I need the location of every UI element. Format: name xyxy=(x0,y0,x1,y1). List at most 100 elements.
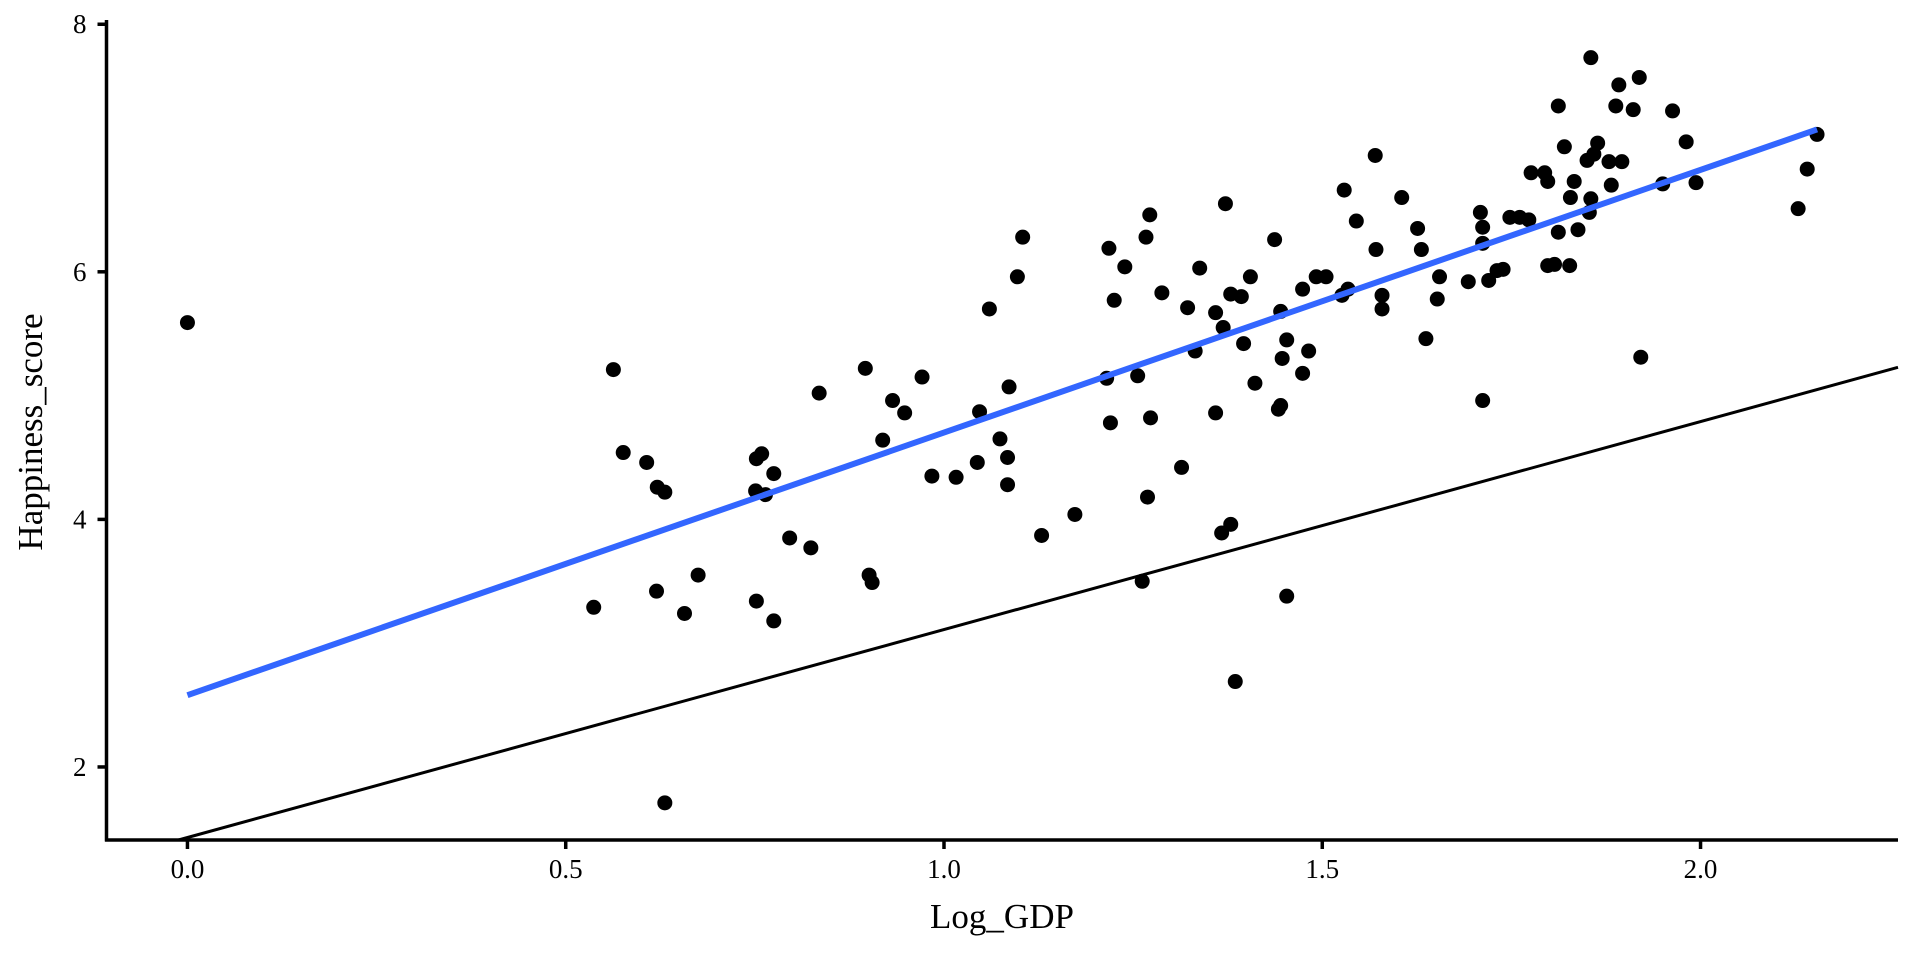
data-point xyxy=(1374,301,1390,317)
data-point xyxy=(179,315,195,331)
data-point xyxy=(1242,269,1258,285)
data-point xyxy=(1154,285,1170,301)
data-point xyxy=(1550,224,1566,240)
data-point xyxy=(924,468,940,484)
data-point xyxy=(1678,134,1694,150)
data-point xyxy=(1142,207,1158,223)
data-point xyxy=(1367,147,1383,163)
data-point xyxy=(969,454,985,470)
data-point xyxy=(1790,201,1806,217)
data-point xyxy=(1247,375,1263,391)
data-point xyxy=(914,369,930,385)
data-point xyxy=(1590,135,1606,151)
data-point xyxy=(1472,204,1488,220)
data-point xyxy=(1394,190,1410,206)
data-point xyxy=(1000,449,1016,465)
data-point xyxy=(605,362,621,378)
data-point xyxy=(1540,173,1556,189)
data-point xyxy=(1295,281,1311,297)
x-tick-label: 0.0 xyxy=(171,854,205,884)
data-point xyxy=(1143,410,1159,426)
data-point xyxy=(948,469,964,485)
data-point xyxy=(897,405,913,421)
data-point xyxy=(1475,219,1491,235)
data-point xyxy=(615,445,631,461)
data-point xyxy=(1106,292,1122,308)
data-point xyxy=(1267,232,1283,248)
data-point xyxy=(1117,259,1133,275)
data-point xyxy=(639,454,655,470)
data-point xyxy=(1236,336,1252,352)
data-point xyxy=(811,385,827,401)
y-axis-title: Happiness_score xyxy=(11,313,50,550)
data-point xyxy=(1295,365,1311,381)
data-point xyxy=(981,301,997,317)
x-axis-title: Log_GDP xyxy=(930,897,1074,936)
data-point xyxy=(1301,343,1317,359)
data-point xyxy=(1562,190,1578,206)
data-point xyxy=(1318,269,1334,285)
y-axis-ticks: 2 4 6 8 xyxy=(73,9,107,782)
data-point xyxy=(1279,588,1295,604)
data-point xyxy=(1192,260,1208,276)
data-point xyxy=(1625,102,1641,118)
data-point xyxy=(1665,103,1681,119)
x-tick-label: 1.5 xyxy=(1305,854,1339,884)
data-point xyxy=(690,567,706,583)
x-axis-ticks: 0.0 0.5 1.0 1.5 2.0 xyxy=(171,840,1718,884)
data-point xyxy=(1556,139,1572,155)
data-point xyxy=(992,431,1008,447)
data-point xyxy=(1614,154,1630,170)
y-tick-label: 8 xyxy=(73,9,87,39)
data-point xyxy=(1227,674,1243,690)
data-point xyxy=(1101,240,1117,256)
data-point xyxy=(754,446,770,462)
data-point xyxy=(1495,261,1511,277)
data-point xyxy=(1374,287,1390,303)
data-point xyxy=(1217,196,1233,212)
data-point xyxy=(1547,256,1563,272)
data-point xyxy=(649,583,665,599)
data-point xyxy=(782,530,798,546)
data-point xyxy=(1550,98,1566,114)
data-point xyxy=(586,599,602,615)
data-point xyxy=(766,466,782,482)
data-point xyxy=(1348,213,1364,229)
data-point xyxy=(1566,173,1582,189)
data-point xyxy=(1521,212,1537,228)
data-point xyxy=(1429,291,1445,307)
data-point xyxy=(1279,332,1295,348)
data-point xyxy=(1015,229,1031,245)
data-point xyxy=(1633,349,1649,365)
data-point xyxy=(1001,379,1017,395)
data-point xyxy=(1523,165,1539,181)
data-point xyxy=(1180,300,1196,316)
data-point xyxy=(1140,489,1156,505)
reference-line xyxy=(178,365,1899,842)
plot-area xyxy=(178,50,1899,842)
data-point xyxy=(1799,161,1815,177)
data-point xyxy=(677,605,693,621)
data-point xyxy=(1274,350,1290,366)
data-point xyxy=(1562,258,1578,274)
data-point xyxy=(1583,50,1599,66)
data-point xyxy=(1460,274,1476,290)
y-tick-label: 6 xyxy=(73,257,87,287)
data-point xyxy=(1233,289,1249,305)
data-point xyxy=(748,593,764,609)
data-point xyxy=(1418,331,1434,347)
data-point xyxy=(1410,220,1426,236)
data-point xyxy=(1611,77,1627,93)
data-point xyxy=(1000,477,1016,493)
x-tick-label: 0.5 xyxy=(549,854,583,884)
x-tick-label: 2.0 xyxy=(1684,854,1718,884)
data-point xyxy=(1174,459,1190,475)
data-point xyxy=(1102,415,1118,431)
data-point xyxy=(1475,393,1491,409)
data-point xyxy=(1583,191,1599,207)
data-point xyxy=(1432,269,1448,285)
y-tick-label: 4 xyxy=(73,504,87,534)
data-point xyxy=(885,393,901,409)
data-point xyxy=(1631,69,1647,85)
